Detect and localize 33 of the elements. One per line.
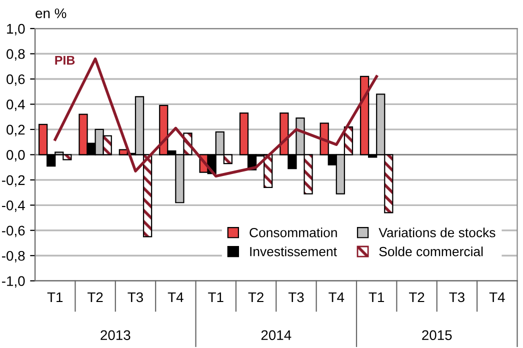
x-tick-label: T3: [128, 292, 143, 302]
line-series: [54, 57, 378, 178]
text: 2013: [100, 330, 130, 340]
x-tick-label: T1: [208, 292, 224, 302]
x-tick-label: T3: [449, 292, 464, 302]
y-tick-label: -0,6: [2, 226, 25, 238]
y-tick-label: 0,0: [6, 150, 25, 162]
y-tick-label: 1,0: [7, 24, 25, 36]
y-tick-label: -0,4: [2, 200, 25, 212]
x-tick-label: T2: [88, 292, 103, 302]
y-tick-label: -0,2: [2, 175, 25, 187]
y-tick-label: 0,6: [6, 74, 25, 86]
x-tick-label: T1: [47, 292, 63, 302]
x-tick-label: T4: [328, 292, 344, 302]
legend-label: Consommation: [250, 228, 337, 238]
x-tick-label: T1: [368, 292, 384, 302]
text: 2014: [261, 330, 292, 340]
y-axis-title: en %: [36, 8, 66, 18]
y-tick-label: 0,2: [6, 124, 25, 136]
y-tick-label: -0,8: [2, 250, 25, 262]
legend-label: Variations de stocks: [378, 228, 496, 238]
legend-label: Solde commercial: [379, 246, 483, 256]
x-tick-label: T4: [489, 292, 505, 302]
legend-label: Investissement: [250, 246, 337, 256]
x-tick-label: T4: [168, 292, 184, 302]
y-tick-label: 0,8: [6, 49, 25, 61]
y-tick-label: 0,4: [6, 100, 25, 112]
y-tick-label: -1,0: [2, 276, 25, 288]
x-tick-label: T3: [288, 292, 304, 302]
x-tick-label: T2: [408, 292, 424, 302]
x-tick-label: T2: [248, 292, 264, 302]
series-label: PIB: [55, 56, 75, 65]
text: 2015: [422, 330, 452, 340]
